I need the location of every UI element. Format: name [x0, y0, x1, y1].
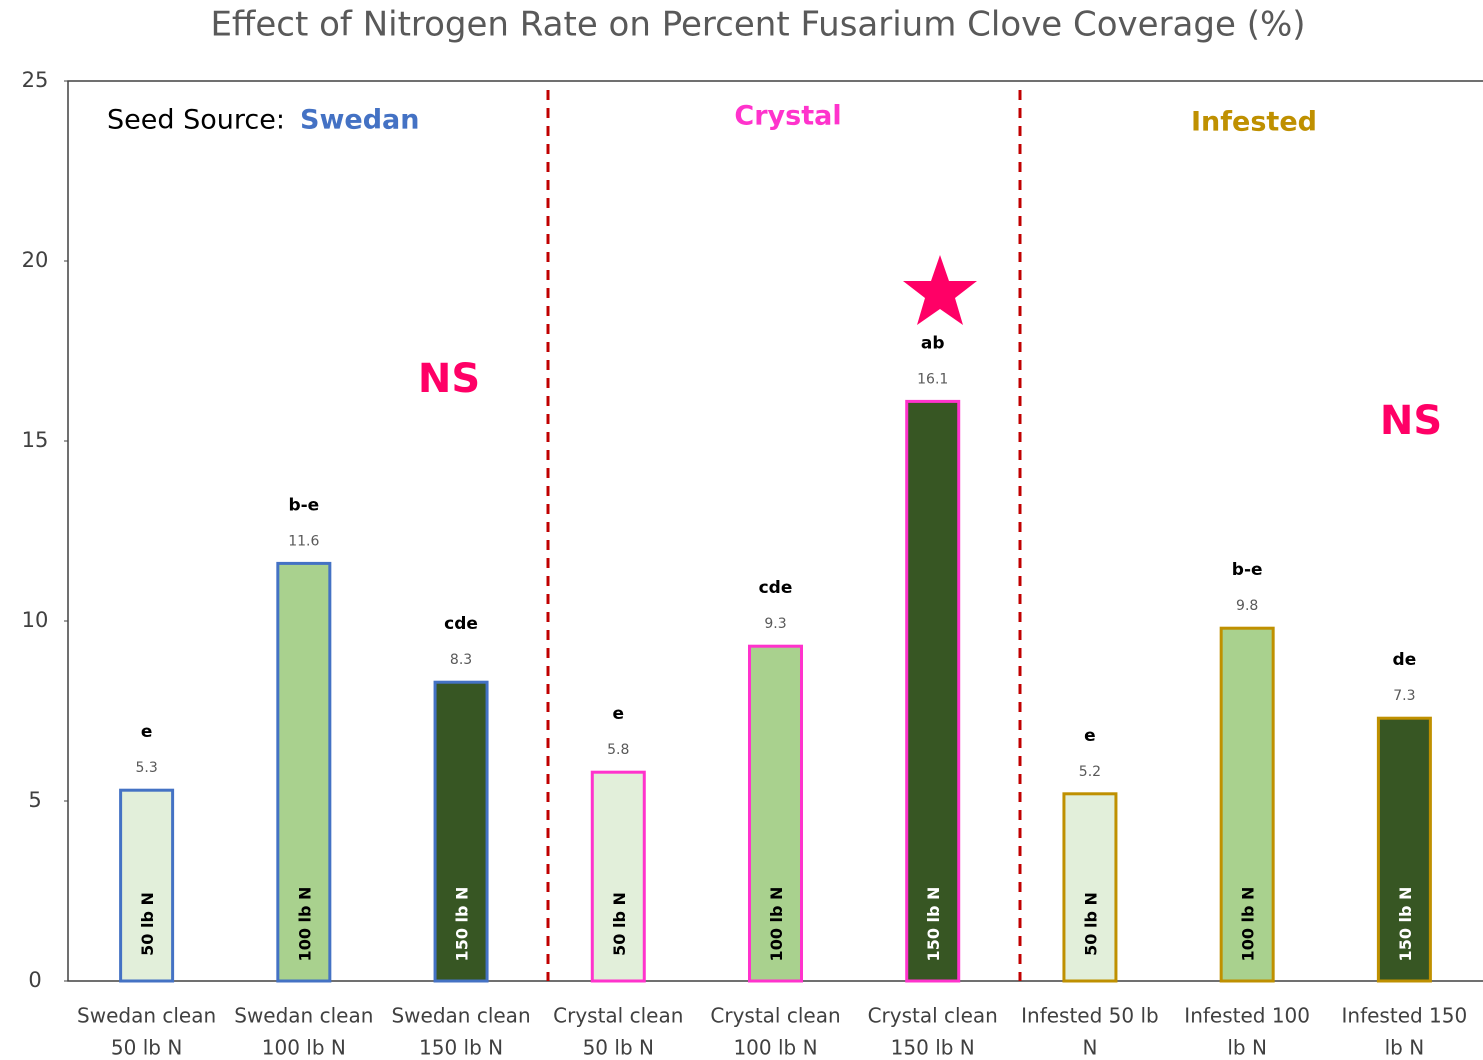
bar — [1376, 716, 1432, 983]
y-tick-label: 20 — [22, 248, 49, 272]
letter-label: cde — [759, 578, 793, 598]
value-label: 5.8 — [607, 742, 629, 758]
bar — [905, 399, 961, 983]
x-tick-label: 150 lb N — [419, 1036, 503, 1060]
bar-inner-label: 50 lb N — [1081, 892, 1100, 956]
value-label: 7.3 — [1393, 688, 1415, 704]
group-label: Crystal — [734, 101, 841, 132]
bar-inner-label: 150 lb N — [1396, 887, 1415, 962]
x-tick-label: 50 lb N — [583, 1036, 654, 1060]
y-tick-label: 5 — [28, 788, 41, 812]
x-tick-label: Crystal clean — [868, 1004, 998, 1028]
x-tick-label: 50 lb N — [111, 1036, 182, 1060]
significance-label: NS — [418, 356, 480, 402]
bar-inner-label: 150 lb N — [453, 887, 472, 962]
significance-label: NS — [1380, 398, 1442, 444]
bar-inner-label: 150 lb N — [924, 887, 943, 962]
letter-label: e — [613, 704, 625, 724]
bar — [276, 561, 332, 983]
bar — [433, 680, 489, 983]
letter-label: b-e — [288, 495, 319, 515]
x-tick-label: Swedan clean — [234, 1004, 373, 1028]
value-label: 8.3 — [450, 652, 472, 668]
letter-label: e — [1084, 726, 1096, 746]
x-tick-label: 100 lb N — [733, 1036, 817, 1060]
x-tick-label: Infested 100 — [1184, 1004, 1310, 1028]
bar — [590, 770, 646, 983]
group-label: Swedan — [300, 105, 419, 136]
x-tick-label: Swedan clean — [391, 1004, 530, 1028]
bar-inner-label: 100 lb N — [1239, 887, 1258, 962]
bar — [748, 644, 803, 983]
x-tick-label: Infested 50 lb — [1021, 1004, 1159, 1028]
y-tick-label: 25 — [22, 68, 49, 92]
x-tick-label: lb N — [1385, 1036, 1425, 1060]
bar-inner-label: 50 lb N — [138, 892, 157, 956]
y-tick-label: 10 — [22, 608, 49, 632]
star — [903, 255, 977, 325]
x-tick-label: N — [1082, 1036, 1097, 1060]
seed-source-label: Seed Source: — [107, 105, 285, 136]
x-tick-label: 150 lb N — [891, 1036, 975, 1060]
chart-title: Effect of Nitrogen Rate on Percent Fusar… — [210, 5, 1305, 45]
y-tick-label: 15 — [22, 428, 49, 452]
value-label: 16.1 — [917, 371, 948, 387]
letter-label: ab — [921, 333, 945, 353]
value-label: 9.8 — [1236, 598, 1258, 614]
x-tick-label: Infested 150 — [1342, 1004, 1468, 1028]
y-tick-label: 0 — [28, 968, 41, 992]
bar — [1062, 792, 1118, 983]
bar-inner-label: 100 lb N — [295, 887, 314, 962]
letter-label: de — [1393, 650, 1417, 670]
value-label: 5.3 — [135, 760, 157, 776]
value-label: 9.3 — [764, 616, 786, 632]
bar — [119, 788, 175, 983]
bar — [1219, 626, 1275, 983]
x-tick-label: lb N — [1227, 1036, 1267, 1060]
x-tick-label: Crystal clean — [710, 1004, 840, 1028]
bar-inner-label: 50 lb N — [610, 892, 629, 956]
letter-label: cde — [444, 614, 478, 634]
x-tick-label: 100 lb N — [262, 1036, 346, 1060]
letter-label: b-e — [1232, 560, 1263, 580]
group-label: Infested — [1191, 107, 1317, 138]
value-label: 11.6 — [288, 533, 319, 549]
letter-label: e — [141, 722, 153, 742]
value-label: 5.2 — [1079, 764, 1101, 780]
x-tick-label: Crystal clean — [553, 1004, 683, 1028]
bar-inner-label: 100 lb N — [767, 887, 786, 962]
x-tick-label: Swedan clean — [77, 1004, 216, 1028]
